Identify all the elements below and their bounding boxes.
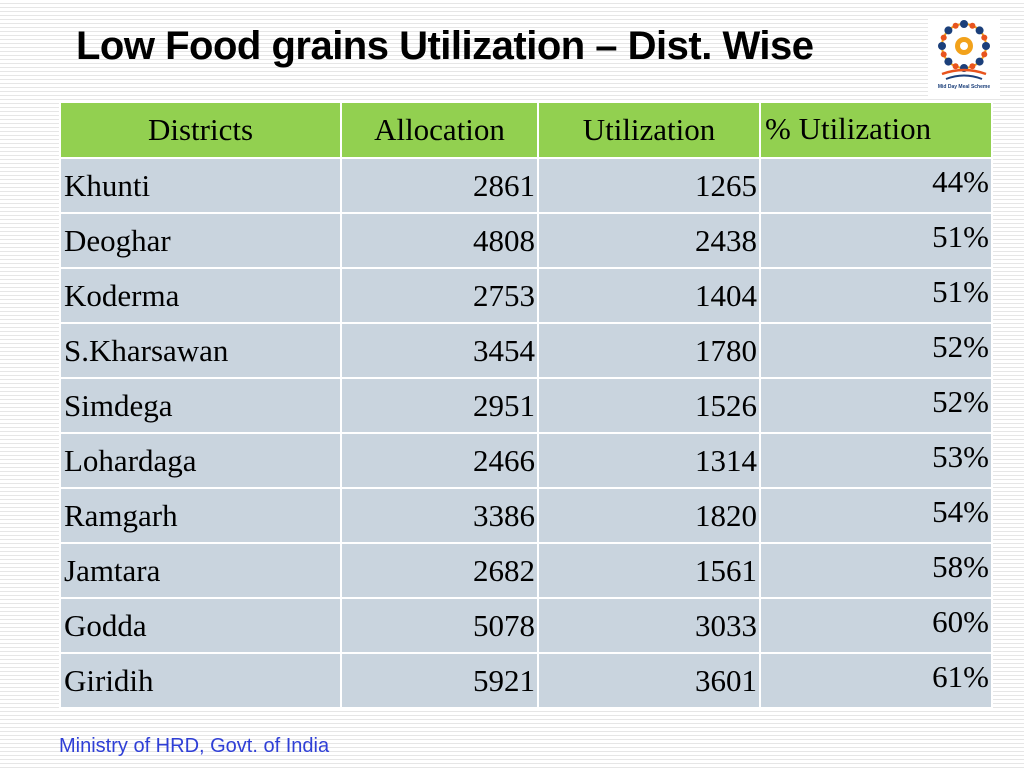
allocation-cell: 2682 xyxy=(340,542,539,599)
allocation-cell: 2861 xyxy=(340,157,539,214)
table-row: Godda 5078 3033 60% xyxy=(59,597,993,654)
district-cell: Ramgarh xyxy=(59,487,342,544)
district-cell: Simdega xyxy=(59,377,342,434)
allocation-cell: 5078 xyxy=(340,597,539,654)
header-allocation: Allocation xyxy=(340,101,539,159)
utilization-cell: 1265 xyxy=(537,157,761,214)
allocation-cell: 2951 xyxy=(340,377,539,434)
mid-day-meal-logo-icon: Mid Day Meal Scheme xyxy=(928,16,1000,98)
utilization-cell: 3601 xyxy=(537,652,761,709)
allocation-cell: 2753 xyxy=(340,267,539,324)
utilization-table: Districts Allocation Utilization % Utili… xyxy=(59,101,993,709)
header-districts: Districts xyxy=(59,101,342,159)
district-cell: Godda xyxy=(59,597,342,654)
pct-utilization-cell: 52% xyxy=(759,377,993,434)
allocation-cell: 5921 xyxy=(340,652,539,709)
utilization-cell: 1820 xyxy=(537,487,761,544)
utilization-cell: 1526 xyxy=(537,377,761,434)
allocation-cell: 3454 xyxy=(340,322,539,379)
table-row: Deoghar 4808 2438 51% xyxy=(59,212,993,269)
table-row: Koderma 2753 1404 51% xyxy=(59,267,993,324)
footer-text: Ministry of HRD, Govt. of India xyxy=(59,735,330,757)
table-row: Jamtara 2682 1561 58% xyxy=(59,542,993,599)
pct-utilization-cell: 54% xyxy=(759,487,993,544)
district-cell: Deoghar xyxy=(59,212,342,269)
pct-utilization-cell: 51% xyxy=(759,212,993,269)
table-row: Ramgarh 3386 1820 54% xyxy=(59,487,993,544)
pct-utilization-cell: 44% xyxy=(759,157,993,214)
logo-caption: Mid Day Meal Scheme xyxy=(937,84,991,90)
utilization-cell: 1404 xyxy=(537,267,761,324)
allocation-cell: 3386 xyxy=(340,487,539,544)
table-row: Lohardaga 2466 1314 53% xyxy=(59,432,993,489)
district-cell: Giridih xyxy=(59,652,342,709)
pct-utilization-cell: 61% xyxy=(759,652,993,709)
pct-utilization-cell: 60% xyxy=(759,597,993,654)
utilization-cell: 1561 xyxy=(537,542,761,599)
pct-utilization-cell: 52% xyxy=(759,322,993,379)
pct-utilization-cell: 51% xyxy=(759,267,993,324)
district-cell: Koderma xyxy=(59,267,342,324)
table-row: S.Kharsawan 3454 1780 52% xyxy=(59,322,993,379)
utilization-cell: 1780 xyxy=(537,322,761,379)
utilization-cell: 1314 xyxy=(537,432,761,489)
header-pct-utilization: % Utilization xyxy=(759,101,993,159)
pct-utilization-cell: 58% xyxy=(759,542,993,599)
table-header-row: Districts Allocation Utilization % Utili… xyxy=(59,101,993,159)
table-row: Simdega 2951 1526 52% xyxy=(59,377,993,434)
district-cell: Khunti xyxy=(59,157,342,214)
table-row: Giridih 5921 3601 61% xyxy=(59,652,993,709)
allocation-cell: 4808 xyxy=(340,212,539,269)
utilization-cell: 3033 xyxy=(537,597,761,654)
utilization-cell: 2438 xyxy=(537,212,761,269)
slide-title: Low Food grains Utilization – Dist. Wise xyxy=(76,24,814,68)
header-utilization: Utilization xyxy=(537,101,761,159)
allocation-cell: 2466 xyxy=(340,432,539,489)
table-row: Khunti 2861 1265 44% xyxy=(59,157,993,214)
district-cell: Lohardaga xyxy=(59,432,342,489)
pct-utilization-cell: 53% xyxy=(759,432,993,489)
district-cell: Jamtara xyxy=(59,542,342,599)
district-cell: S.Kharsawan xyxy=(59,322,342,379)
